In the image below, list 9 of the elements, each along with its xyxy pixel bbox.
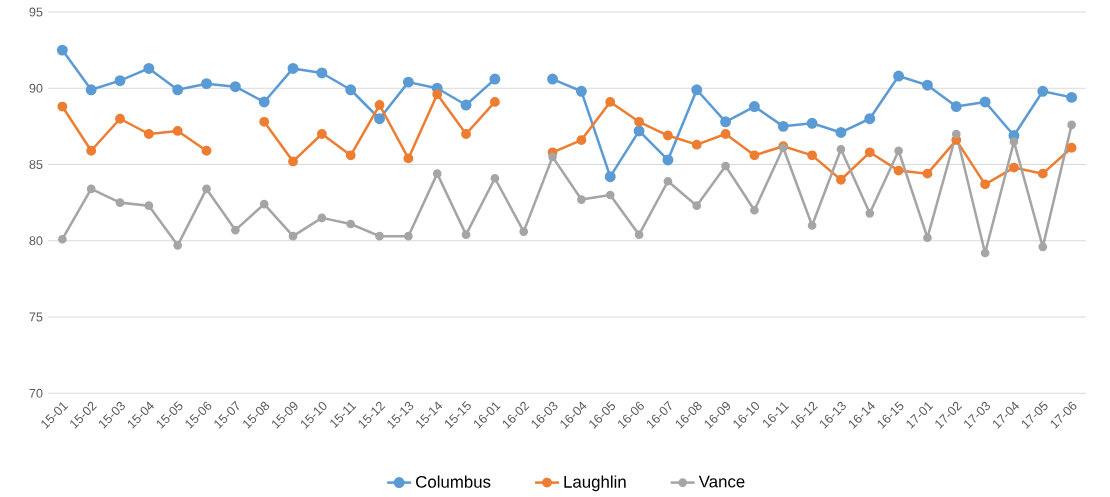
y-tick-label: 70 [29, 388, 43, 398]
y-tick-label: 75 [29, 312, 43, 322]
y-tick-label: 80 [29, 236, 43, 246]
legend-label: Laughlin [564, 475, 626, 492]
y-tick-label: 95 [29, 7, 43, 17]
y-tick-label: 90 [29, 83, 43, 93]
legend-label: Vance [698, 475, 745, 488]
legend-label: Columbus [416, 475, 491, 488]
y-tick-label: 85 [29, 159, 43, 169]
